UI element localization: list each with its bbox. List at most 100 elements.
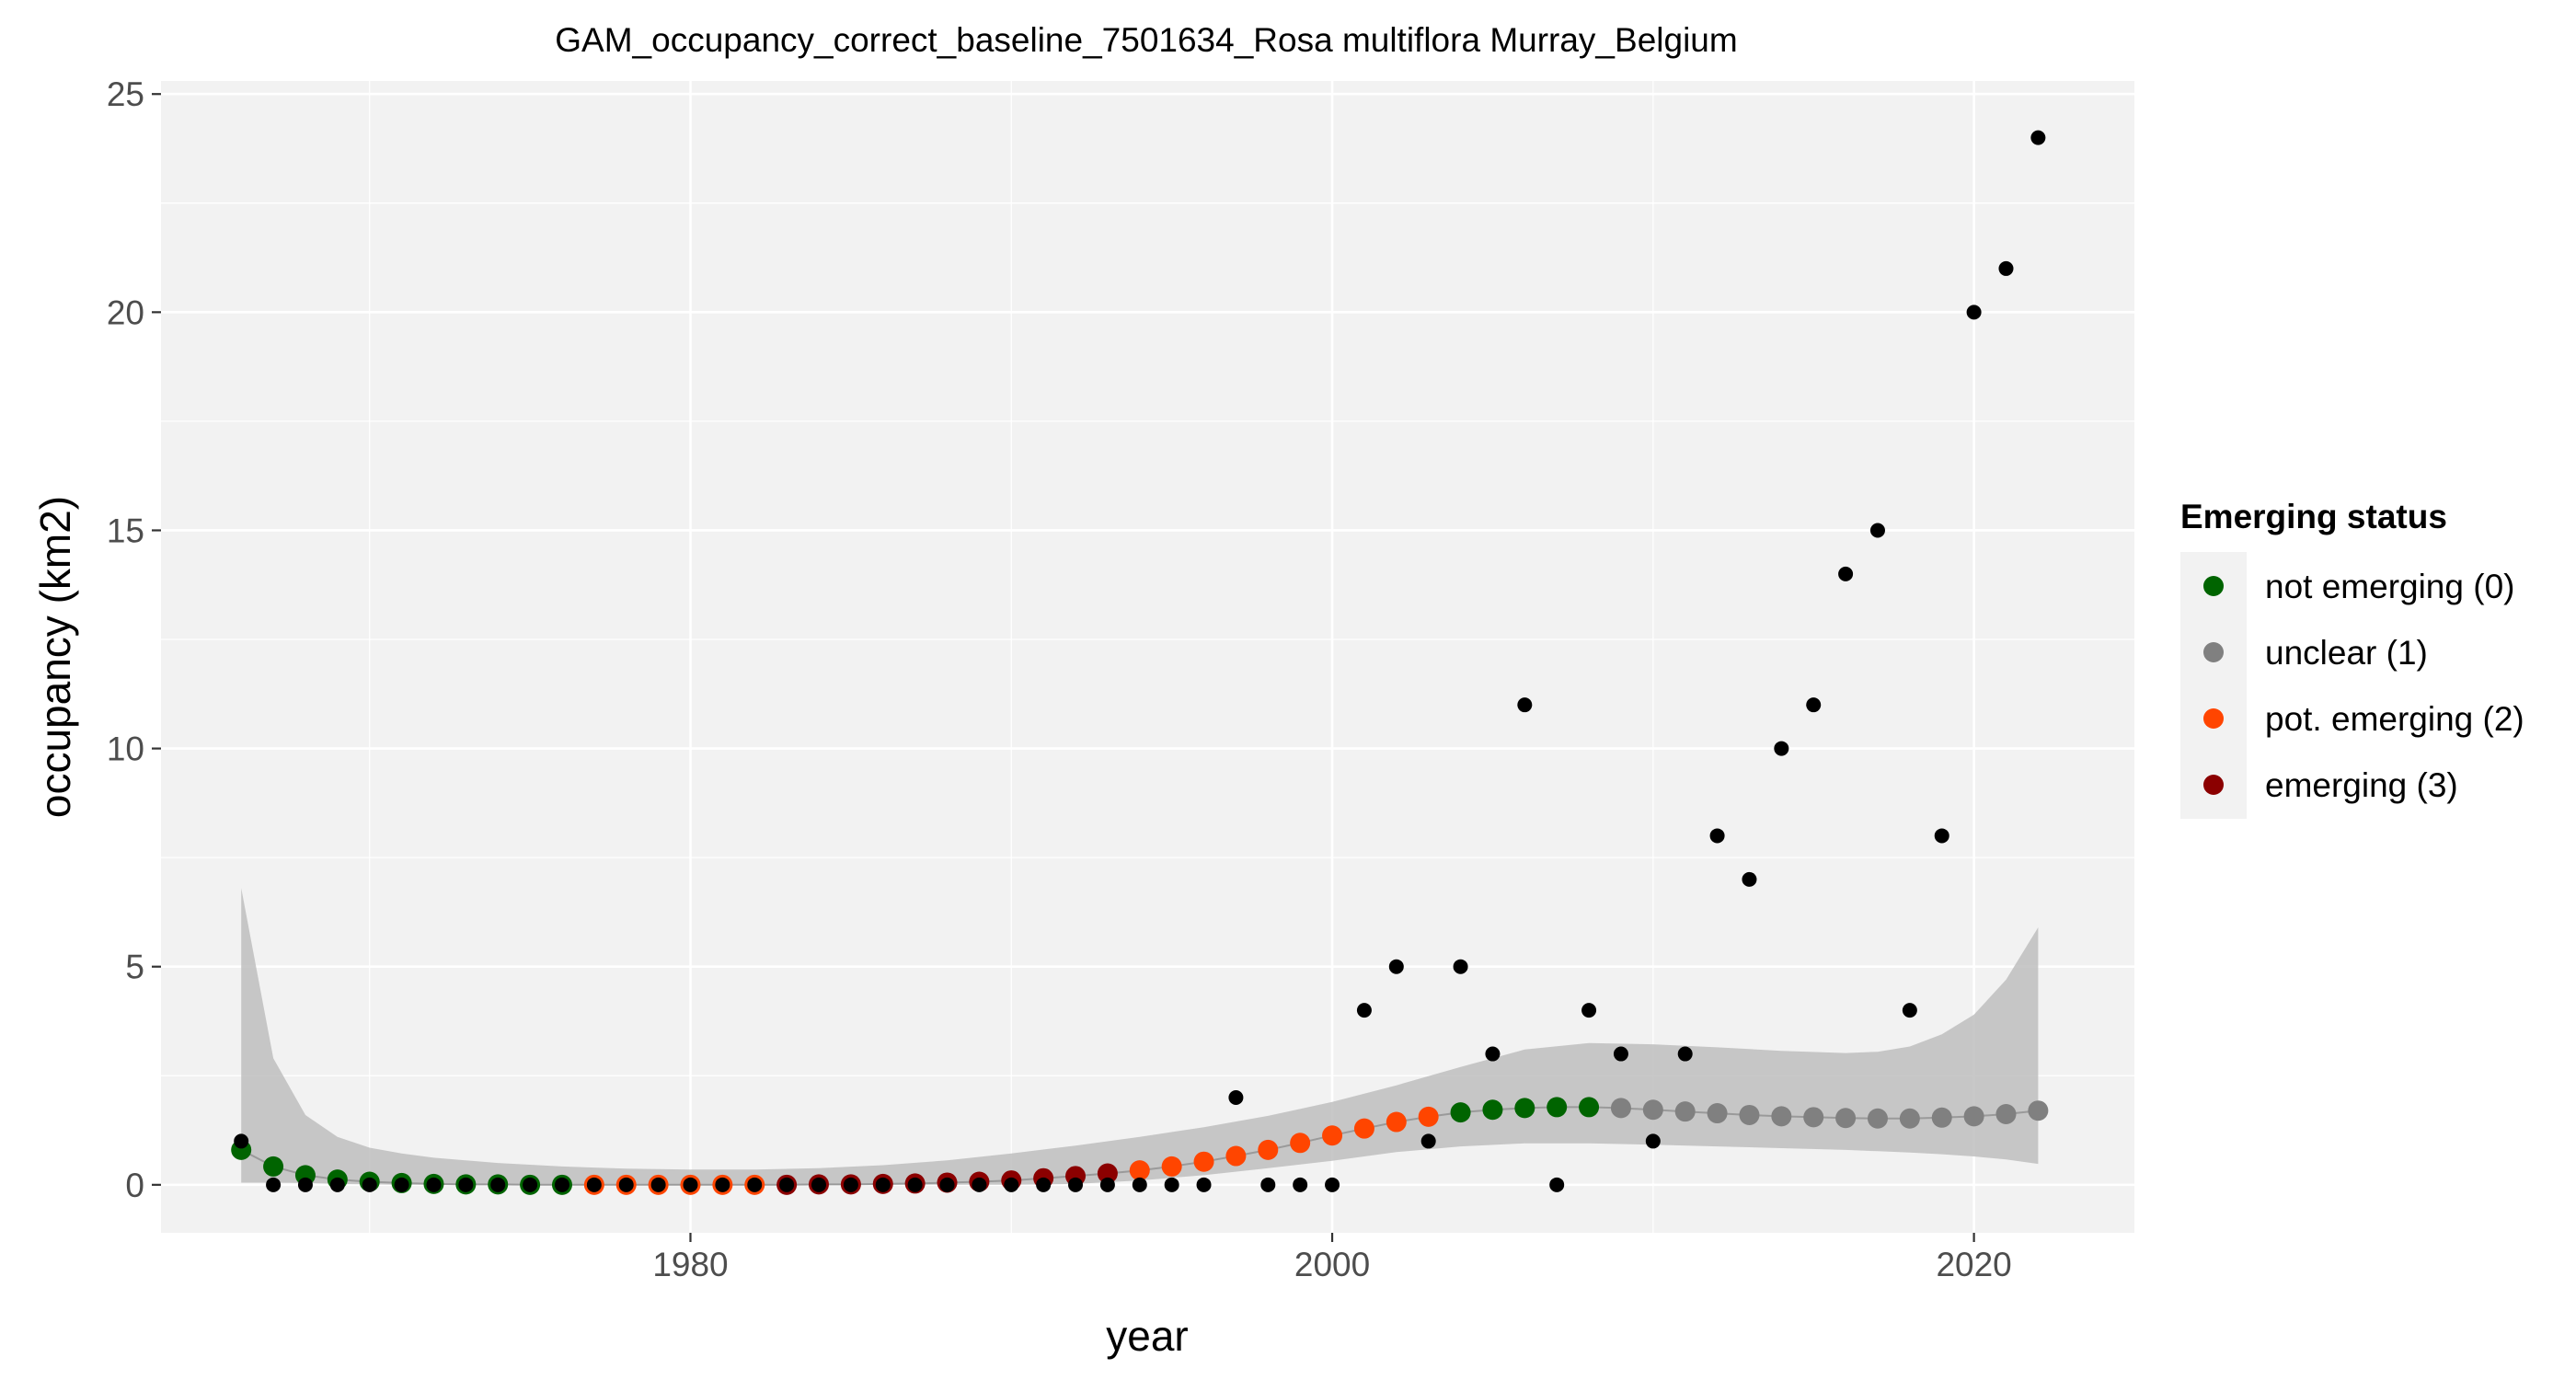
observed-point <box>2030 130 2046 145</box>
fitted-point <box>1097 1163 1118 1184</box>
observed-point <box>554 1177 569 1192</box>
observed-point <box>394 1177 409 1192</box>
legend-key-2 <box>2203 708 2224 729</box>
x-tick-label: 1980 <box>652 1246 728 1283</box>
observed-point <box>875 1177 891 1192</box>
fitted-point <box>1161 1156 1182 1177</box>
legend-items: not emerging (0) unclear (1) pot. emerging… <box>2203 568 2524 804</box>
observed-point <box>586 1177 602 1192</box>
observed-point <box>490 1177 506 1192</box>
fitted-point <box>1771 1106 1792 1127</box>
observed-point <box>1549 1177 1565 1192</box>
observed-point <box>1869 523 1885 538</box>
observed-point <box>1004 1177 1019 1192</box>
fitted-point <box>1290 1133 1311 1154</box>
observed-point <box>266 1177 282 1192</box>
observed-point <box>362 1177 377 1192</box>
y-axis-title: occupancy (km2) <box>31 496 79 818</box>
x-tick-label: 2020 <box>1936 1246 2011 1283</box>
observed-point <box>523 1177 538 1192</box>
fitted-point <box>263 1156 284 1177</box>
fitted-point <box>1931 1107 1952 1128</box>
fitted-point <box>1129 1160 1150 1181</box>
observed-point <box>1902 1003 1917 1018</box>
fitted-point <box>1803 1107 1824 1128</box>
fitted-point <box>1739 1104 1760 1125</box>
observed-point <box>1356 1003 1372 1018</box>
observed-point <box>811 1177 826 1192</box>
fitted-point <box>2028 1100 2049 1121</box>
fitted-point <box>1579 1097 1600 1118</box>
fitted-point <box>1995 1104 2017 1125</box>
observed-point <box>1099 1177 1115 1192</box>
fitted-point <box>1610 1098 1631 1119</box>
observed-point <box>1196 1177 1212 1192</box>
observed-point <box>1453 959 1468 974</box>
observed-point <box>1677 1046 1693 1062</box>
fitted-point <box>1322 1125 1343 1146</box>
x-axis-title: year <box>1106 1312 1188 1360</box>
fitted-point <box>1418 1106 1439 1127</box>
observed-point <box>1260 1177 1276 1192</box>
y-tick-label: 15 <box>107 512 144 549</box>
observed-point <box>1164 1177 1179 1192</box>
observed-point <box>1838 566 1854 581</box>
legend-key-background <box>2180 552 2247 819</box>
observed-point <box>1132 1177 1147 1192</box>
y-tick-label: 5 <box>125 949 144 986</box>
observed-points-layer <box>234 130 2046 1192</box>
fitted-point <box>1386 1111 1407 1133</box>
legend-key-3 <box>2203 775 2224 795</box>
fitted-point <box>1899 1108 1920 1129</box>
legend-label: unclear (1) <box>2265 634 2428 672</box>
observed-point <box>1966 305 1982 320</box>
fitted-point <box>1642 1099 1663 1121</box>
fitted-point <box>1707 1103 1728 1124</box>
observed-point <box>1420 1133 1436 1149</box>
observed-point <box>907 1177 923 1192</box>
observed-point <box>1068 1177 1084 1192</box>
observed-point <box>234 1133 249 1149</box>
fitted-point <box>1450 1102 1471 1123</box>
legend: Emerging status not emerging (0) unclear … <box>2180 498 2524 819</box>
legend-label: not emerging (0) <box>2265 568 2514 605</box>
fitted-point <box>1258 1139 1279 1160</box>
legend-key-0 <box>2203 576 2224 596</box>
observed-point <box>426 1177 442 1192</box>
fitted-point <box>1867 1108 1888 1129</box>
legend-title: Emerging status <box>2180 498 2447 535</box>
y-tick-label: 0 <box>125 1167 144 1204</box>
observed-point <box>1228 1089 1244 1105</box>
observed-point <box>1934 828 1949 844</box>
observed-point <box>1293 1177 1308 1192</box>
legend-key-1 <box>2203 642 2224 662</box>
observed-point <box>1517 697 1533 713</box>
observed-point <box>1485 1046 1501 1062</box>
observed-point <box>939 1177 955 1192</box>
fitted-point <box>1482 1099 1503 1121</box>
observed-point <box>843 1177 858 1192</box>
observed-point <box>650 1177 666 1192</box>
y-tick-label: 20 <box>107 293 144 331</box>
observed-point <box>1036 1177 1052 1192</box>
fitted-point <box>1193 1151 1214 1172</box>
fitted-point <box>1674 1101 1696 1122</box>
legend-label: pot. emerging (2) <box>2265 700 2524 738</box>
observed-point <box>1806 697 1822 713</box>
fitted-point <box>1835 1108 1857 1129</box>
y-tick-label: 10 <box>107 730 144 768</box>
chart-title: GAM_occupancy_correct_baseline_7501634_R… <box>555 21 1737 59</box>
plot-panel <box>161 81 2134 1233</box>
observed-point <box>1645 1133 1661 1149</box>
observed-point <box>747 1177 763 1192</box>
x-tick-label: 2000 <box>1294 1246 1370 1283</box>
observed-point <box>779 1177 795 1192</box>
observed-point <box>1774 741 1789 756</box>
fitted-point <box>1514 1098 1535 1119</box>
observed-point <box>1709 828 1725 844</box>
observed-point <box>683 1177 698 1192</box>
axes: 1980 2000 2020 0 5 10 15 20 25 <box>107 75 2012 1283</box>
fitted-point <box>1353 1118 1374 1139</box>
observed-point <box>1742 871 1757 887</box>
